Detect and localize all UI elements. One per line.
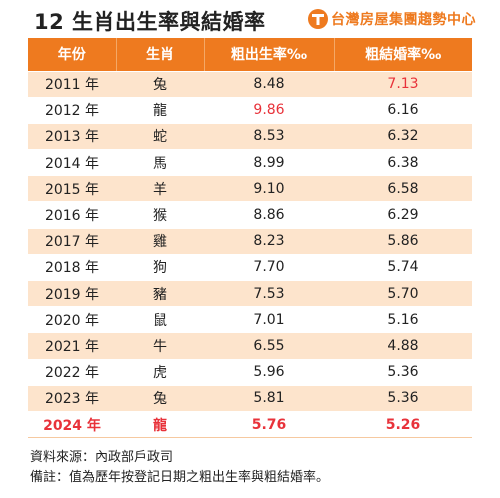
table-row: 2021 年牛 6.55 4.88 <box>28 332 472 360</box>
birth-rate-cell: 8.99 <box>204 149 334 177</box>
table-row: 2024 年龍 5.76 5.26 <box>28 410 472 439</box>
table-row: 2023 年兔 5.81 5.36 <box>28 384 472 412</box>
table-body: 2011 年兔 8.48 7.13 2012 年龍 9.86 6.16 2013 年蛇 8.5… <box>28 70 472 439</box>
year-cell: 2019 年 <box>28 279 116 308</box>
table-header-row: 年份 生肖 粗出生率‰ 粗結婚率‰ <box>28 38 472 72</box>
zodiac-cell: 猴 <box>116 201 204 229</box>
year-cell: 2014 年 <box>28 149 116 177</box>
marriage-rate-cell: 7.13 <box>334 70 472 98</box>
table-row: 2013 年蛇 8.53 6.32 <box>28 122 472 151</box>
zodiac-cell: 牛 <box>116 332 204 360</box>
table-row: 2020 年鼠 7.01 5.16 <box>28 306 472 334</box>
birth-rate-cell: 7.53 <box>204 279 334 308</box>
marriage-rate-cell: 5.36 <box>334 384 472 412</box>
marriage-rate-cell: 6.16 <box>334 96 472 124</box>
notes: 資料來源：內政部戶政司 備註：值為歷年按登記日期之粗出生率與粗結婚率。 <box>30 448 329 488</box>
column-header-birth-rate: 粗出生率‰ <box>204 38 335 72</box>
zodiac-cell: 龍 <box>116 410 204 439</box>
marriage-rate-cell: 5.74 <box>334 253 472 282</box>
column-header-marriage-rate: 粗結婚率‰ <box>334 38 472 72</box>
year-cell: 2013 年 <box>28 122 116 151</box>
table-row: 2022 年虎 5.96 5.36 <box>28 358 472 386</box>
birth-rate-cell: 8.48 <box>204 70 334 98</box>
birth-rate-cell: 8.86 <box>204 201 334 229</box>
brand-logo-icon <box>308 9 328 29</box>
birth-rate-cell: 9.10 <box>204 175 334 203</box>
marriage-rate-cell: 5.26 <box>334 410 472 439</box>
birth-rate-cell: 8.53 <box>204 122 334 151</box>
zodiac-cell: 兔 <box>116 70 204 98</box>
data-table: 年份 生肖 粗出生率‰ 粗結婚率‰ 2011 年兔 8.48 7.13 2012 年龍… <box>28 38 472 439</box>
source-note: 資料來源：內政部戶政司 <box>30 450 174 465</box>
zodiac-cell: 狗 <box>116 253 204 282</box>
year-cell: 2018 年 <box>28 253 116 282</box>
column-header-year: 年份 <box>28 38 117 72</box>
marriage-rate-cell: 6.38 <box>334 149 472 177</box>
year-cell: 2012 年 <box>28 96 116 124</box>
marriage-rate-cell: 6.29 <box>334 201 472 229</box>
marriage-rate-cell: 5.70 <box>334 279 472 308</box>
table-row: 2018 年狗 7.70 5.74 <box>28 253 472 282</box>
zodiac-cell: 龍 <box>116 96 204 124</box>
table-row: 2017 年雞 8.23 5.86 <box>28 227 472 255</box>
zodiac-cell: 蛇 <box>116 122 204 151</box>
year-cell: 2011 年 <box>28 70 116 98</box>
page-title: 12 生肖出生率與結婚率 <box>34 10 266 34</box>
year-cell: 2015 年 <box>28 175 116 203</box>
marriage-rate-cell: 5.36 <box>334 358 472 386</box>
marriage-rate-cell: 5.86 <box>334 227 472 255</box>
table-row: 2014 年馬 8.99 6.38 <box>28 149 472 177</box>
zodiac-cell: 馬 <box>116 149 204 177</box>
table-row: 2012 年龍 9.86 6.16 <box>28 96 472 124</box>
zodiac-cell: 兔 <box>116 384 204 412</box>
table-row: 2019 年豬 7.53 5.70 <box>28 279 472 308</box>
year-cell: 2020 年 <box>28 306 116 334</box>
table-row: 2016 年猴 8.86 6.29 <box>28 201 472 229</box>
header: 12 生肖出生率與結婚率 台灣房屋集團趨勢中心 <box>0 0 500 38</box>
birth-rate-cell: 5.76 <box>204 410 334 439</box>
birth-rate-cell: 7.70 <box>204 253 334 282</box>
table-row: 2015 年羊 9.10 6.58 <box>28 175 472 203</box>
year-cell: 2023 年 <box>28 384 116 412</box>
table-row: 2011 年兔 8.48 7.13 <box>28 70 472 98</box>
birth-rate-cell: 6.55 <box>204 332 334 360</box>
year-cell: 2017 年 <box>28 227 116 255</box>
marriage-rate-cell: 4.88 <box>334 332 472 360</box>
birth-rate-cell: 7.01 <box>204 306 334 334</box>
marriage-rate-cell: 6.58 <box>334 175 472 203</box>
marriage-rate-cell: 6.32 <box>334 122 472 151</box>
zodiac-cell: 虎 <box>116 358 204 386</box>
zodiac-cell: 羊 <box>116 175 204 203</box>
remark-note: 備註：值為歷年按登記日期之粗出生率與粗結婚率。 <box>30 470 330 485</box>
birth-rate-cell: 8.23 <box>204 227 334 255</box>
zodiac-cell: 鼠 <box>116 306 204 334</box>
birth-rate-cell: 9.86 <box>204 96 334 124</box>
column-header-zodiac: 生肖 <box>116 38 205 72</box>
zodiac-cell: 豬 <box>116 279 204 308</box>
birth-rate-cell: 5.81 <box>204 384 334 412</box>
year-cell: 2022 年 <box>28 358 116 386</box>
year-cell: 2024 年 <box>28 410 116 439</box>
year-cell: 2016 年 <box>28 201 116 229</box>
birth-rate-cell: 5.96 <box>204 358 334 386</box>
marriage-rate-cell: 5.16 <box>334 306 472 334</box>
zodiac-cell: 雞 <box>116 227 204 255</box>
year-cell: 2021 年 <box>28 332 116 360</box>
brand-name: 台灣房屋集團趨勢中心 <box>331 12 476 28</box>
brand: 台灣房屋集團趨勢中心 <box>308 9 476 29</box>
